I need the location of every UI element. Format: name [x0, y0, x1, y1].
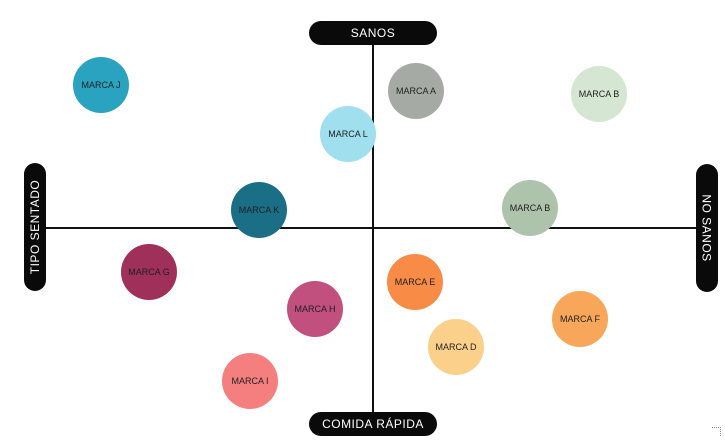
- horizontal-axis-line: [34, 227, 706, 229]
- brand-label: MARCA G: [128, 267, 170, 277]
- brand-label: MARCA E: [394, 277, 436, 287]
- axis-label-right: NO SANOS: [696, 164, 718, 292]
- axis-label-left-text: TIPO SENTADO: [28, 179, 43, 275]
- axis-label-top: SANOS: [309, 21, 437, 45]
- brand-bubble-marca-j: MARCA J: [73, 57, 129, 113]
- brand-label: MARCA D: [435, 342, 477, 352]
- brand-label: MARCA K: [238, 205, 280, 215]
- axis-label-bottom-text: COMIDA RÁPIDA: [322, 417, 424, 431]
- axis-label-right-text: NO SANOS: [700, 194, 715, 262]
- brand-bubble-marca-b: MARCA B: [502, 180, 558, 236]
- brand-label: MARCA B: [578, 89, 620, 99]
- brand-label: MARCA B: [509, 203, 551, 213]
- brand-bubble-marca-i: MARCA I: [222, 353, 278, 409]
- brand-label: MARCA J: [81, 80, 121, 90]
- brand-bubble-marca-g: MARCA G: [121, 244, 177, 300]
- brand-bubble-marca-d: MARCA D: [428, 319, 484, 375]
- brand-label: MARCA H: [294, 304, 336, 314]
- axis-label-left: TIPO SENTADO: [24, 163, 46, 291]
- brand-bubble-marca-h: MARCA H: [287, 281, 343, 337]
- brand-label: MARCA I: [231, 376, 269, 386]
- brand-label: MARCA F: [559, 314, 600, 324]
- vertical-axis-line: [372, 33, 374, 423]
- brand-label: MARCA L: [328, 129, 368, 139]
- brand-label: MARCA A: [395, 86, 436, 96]
- resize-corner-icon: [712, 427, 721, 436]
- axis-label-bottom: COMIDA RÁPIDA: [309, 412, 437, 436]
- axis-label-top-text: SANOS: [350, 26, 396, 40]
- brand-bubble-marca-l: MARCA L: [320, 106, 376, 162]
- brand-bubble-marca-b-top: MARCA B: [571, 66, 627, 122]
- brand-bubble-marca-e: MARCA E: [387, 254, 443, 310]
- brand-bubble-marca-k: MARCA K: [231, 182, 287, 238]
- brand-bubble-marca-a: MARCA A: [388, 63, 444, 119]
- brand-bubble-marca-f: MARCA F: [552, 291, 608, 347]
